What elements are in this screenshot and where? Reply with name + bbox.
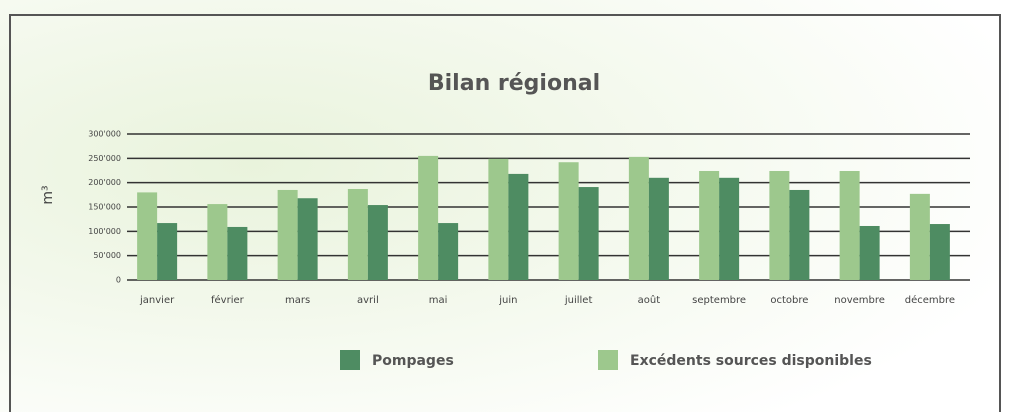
bar [559, 162, 579, 280]
bar [227, 227, 247, 280]
bar [137, 192, 157, 280]
y-tick-label: 0 [116, 276, 121, 285]
bar [699, 171, 719, 280]
x-tick-label: février [211, 294, 245, 306]
bar [579, 187, 599, 280]
x-tick-label: novembre [834, 295, 885, 306]
y-tick-label: 200'000 [88, 178, 121, 187]
x-tick-label: mai [429, 295, 448, 306]
bar [840, 171, 860, 280]
bar [368, 205, 388, 280]
legend-swatch [598, 350, 618, 370]
bar [719, 178, 739, 280]
x-tick-label: décembre [905, 294, 955, 306]
bar [860, 226, 880, 280]
legend-label: Pompages [372, 353, 454, 369]
bar [910, 194, 930, 280]
bar [298, 198, 318, 280]
bar [789, 190, 809, 280]
bar [438, 223, 458, 280]
chart-title: Bilan régional [428, 71, 600, 96]
bar [508, 174, 528, 280]
y-tick-label: 300'000 [88, 130, 121, 139]
y-tick-label: 100'000 [88, 227, 121, 236]
x-tick-label: octobre [770, 295, 808, 306]
legend-swatch [340, 350, 360, 370]
x-tick-label: avril [357, 295, 379, 306]
bar [207, 204, 227, 280]
y-tick-label: 250'000 [88, 154, 121, 163]
bar [629, 157, 649, 280]
y-axis-label: m³ [40, 185, 56, 204]
y-tick-label: 50'000 [93, 251, 121, 260]
bar [769, 171, 789, 280]
legend-label: Excédents sources disponibles [630, 353, 872, 369]
bar [488, 159, 508, 280]
x-tick-label: septembre [692, 295, 746, 306]
y-tick-label: 150'000 [88, 203, 121, 212]
x-tick-label: août [638, 294, 661, 306]
x-tick-label: mars [285, 295, 310, 306]
x-tick-label: janvier [139, 295, 175, 306]
chart: Bilan régional m³ 0 50'000 100'000 150'000 2… [0, 0, 1009, 412]
bar [278, 190, 298, 280]
bar [930, 224, 950, 280]
x-tick-label: juillet [564, 295, 593, 306]
x-tick-label: juin [498, 295, 517, 306]
bar [348, 189, 368, 280]
bar [649, 178, 669, 280]
bar [418, 156, 438, 280]
bar [157, 223, 177, 280]
